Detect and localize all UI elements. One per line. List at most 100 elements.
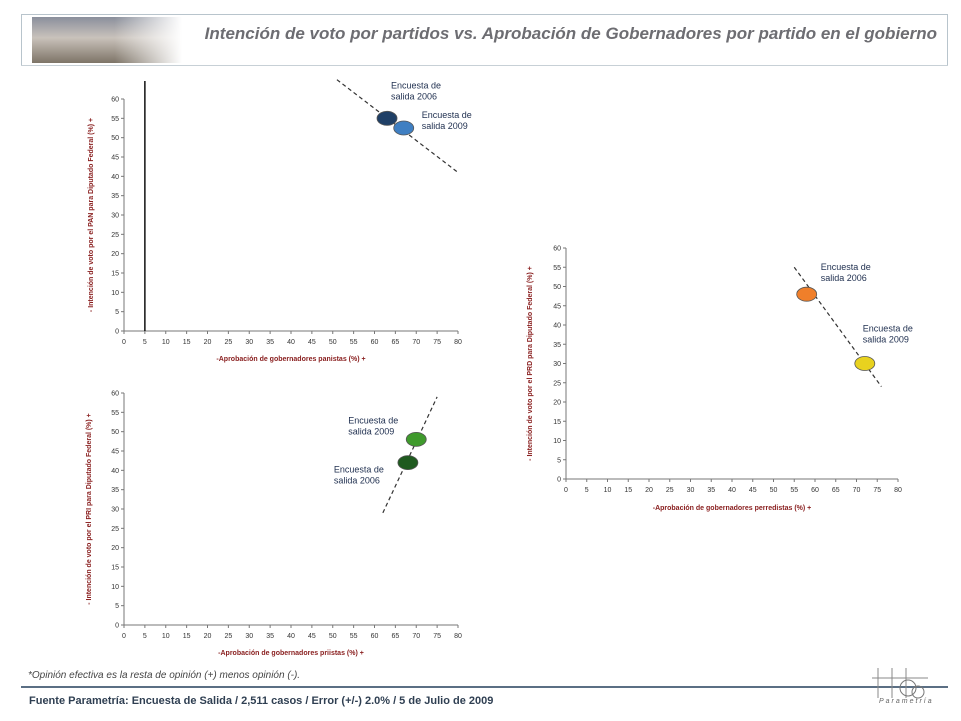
chart2-x-tick-label: 25 bbox=[224, 633, 232, 640]
chart2-x-tick-label: 55 bbox=[350, 633, 358, 640]
chart3-y-tick-label: 40 bbox=[553, 323, 561, 330]
chart2-x-tick-label: 10 bbox=[162, 633, 170, 640]
page-title: Intención de voto por partidos vs. Aprob… bbox=[204, 24, 937, 43]
header-banner: Intención de voto por partidos vs. Aprob… bbox=[21, 14, 948, 66]
chart3-y-tick-label: 30 bbox=[553, 361, 561, 368]
chart3-y-tick-label: 50 bbox=[553, 284, 561, 291]
chart3-x-tick-label: 30 bbox=[687, 487, 695, 494]
chart1-x-tick-label: 65 bbox=[391, 339, 399, 346]
chart2-x-tick-label: 20 bbox=[204, 633, 212, 640]
chart2-x-tick-label: 45 bbox=[308, 633, 316, 640]
chart3-x-tick-label: 5 bbox=[585, 487, 589, 494]
chart3-y-tick-label: 55 bbox=[553, 265, 561, 272]
chart1-x-tick-label: 55 bbox=[350, 339, 358, 346]
chart1-x-tick-label: 15 bbox=[183, 339, 191, 346]
chart3-x-tick-label: 10 bbox=[604, 487, 612, 494]
chart1-x-tick-label: 5 bbox=[143, 339, 147, 346]
chart2-x-tick-label: 60 bbox=[371, 633, 379, 640]
chart1-y-tick-label: 0 bbox=[115, 329, 119, 336]
chart3-x-tick-label: 20 bbox=[645, 487, 653, 494]
chart3-point-label-1-line2: salida 2006 bbox=[821, 273, 867, 283]
chart1-point-label-2-line1: Encuesta de bbox=[422, 110, 472, 120]
chart2-y-tick-label: 45 bbox=[111, 449, 119, 456]
chart1-point-1 bbox=[376, 110, 398, 126]
chart3-x-tick-label: 15 bbox=[624, 487, 632, 494]
chart2-x-tick-label: 5 bbox=[143, 633, 147, 640]
header-photo bbox=[32, 17, 182, 63]
chart3-x-tick-label: 60 bbox=[811, 487, 819, 494]
chart2-point-label-1-line2: salida 2009 bbox=[348, 426, 394, 436]
chart1-y-tick-label: 50 bbox=[111, 135, 119, 142]
chart2-y-tick-label: 35 bbox=[111, 487, 119, 494]
chart2-y-tick-label: 10 bbox=[111, 584, 119, 591]
chart3-x-tick-label: 35 bbox=[707, 487, 715, 494]
chart3-point-2 bbox=[854, 356, 876, 371]
chart1-x-tick-label: 10 bbox=[162, 339, 170, 346]
chart2-x-tick-label: 15 bbox=[183, 633, 191, 640]
chart3-y-tick-label: 35 bbox=[553, 342, 561, 349]
chart3-point-label-2-line2: salida 2009 bbox=[863, 335, 909, 345]
parametria-logo-icon bbox=[872, 668, 928, 699]
chart2-y-tick-label: 60 bbox=[111, 391, 119, 398]
chart3-y-tick-label: 20 bbox=[553, 400, 561, 407]
chart1-y-tick-label: 10 bbox=[111, 290, 119, 297]
chart1-y-tick-label: 60 bbox=[111, 97, 119, 104]
chart3-x-tick-label: 25 bbox=[666, 487, 674, 494]
chart2-x-tick-label: 75 bbox=[433, 633, 441, 640]
chart1-y-tick-label: 15 bbox=[111, 271, 119, 278]
chart2-y-tick-label: 40 bbox=[111, 468, 119, 475]
chart1-x-tick-label: 60 bbox=[371, 339, 379, 346]
chart3-y-tick-label: 5 bbox=[557, 457, 561, 464]
chart3-x-tick-label: 75 bbox=[873, 487, 881, 494]
chart1-y-tick-label: 40 bbox=[111, 174, 119, 181]
chart2-x-tick-label: 80 bbox=[454, 633, 462, 640]
chart1-x-tick-label: 30 bbox=[245, 339, 253, 346]
chart3-y-axis-label: - Intención de voto por el PRD para Dipu… bbox=[527, 266, 534, 461]
chart1-y-axis-label: - Intención de voto por el PAN para Dipu… bbox=[88, 118, 95, 312]
chart2-x-tick-label: 65 bbox=[391, 633, 399, 640]
chart2-point-label-2-line1: Encuesta de bbox=[334, 465, 384, 475]
chart2-x-tick-label: 50 bbox=[329, 633, 337, 640]
chart3-x-tick-label: 55 bbox=[790, 487, 798, 494]
chart3-x-tick-label: 50 bbox=[770, 487, 778, 494]
chart3-y-tick-label: 45 bbox=[553, 303, 561, 310]
chart1-x-tick-label: 0 bbox=[122, 339, 126, 346]
chart1-y-tick-label: 55 bbox=[111, 116, 119, 123]
chart1-y-tick-label: 25 bbox=[111, 232, 119, 239]
chart2-x-axis-label: -Aprobación de gobernadores priistas (%)… bbox=[218, 650, 364, 657]
chart2-y-tick-label: 55 bbox=[111, 410, 119, 417]
chart1-y-tick-label: 30 bbox=[111, 213, 119, 220]
chart3-x-tick-label: 0 bbox=[564, 487, 568, 494]
chart3-x-tick-label: 45 bbox=[749, 487, 757, 494]
chart1-point-label-2-line2: salida 2009 bbox=[422, 121, 468, 131]
chart2-y-tick-label: 15 bbox=[111, 565, 119, 572]
chart1-x-tick-label: 35 bbox=[266, 339, 274, 346]
chart2-y-tick-label: 25 bbox=[111, 526, 119, 533]
chart1-point-label-1-line1: Encuesta de bbox=[391, 80, 441, 90]
chart1-y-tick-label: 35 bbox=[111, 193, 119, 200]
chart1-x-tick-label: 20 bbox=[204, 339, 212, 346]
chart2-trend-line bbox=[382, 396, 438, 514]
chart1-x-tick-label: 50 bbox=[329, 339, 337, 346]
chart3-y-tick-label: 0 bbox=[557, 477, 561, 484]
chart2-y-tick-label: 0 bbox=[115, 623, 119, 630]
header-divider bbox=[21, 65, 948, 66]
chart3-x-tick-label: 65 bbox=[832, 487, 840, 494]
chart3-x-tick-label: 40 bbox=[728, 487, 736, 494]
source-bar: Fuente Parametría: Encuesta de Salida / … bbox=[21, 686, 948, 712]
chart3-y-tick-label: 10 bbox=[553, 438, 561, 445]
chart3-x-axis-label: -Aprobación de gobernadores perredistas … bbox=[653, 505, 812, 512]
chart1-y-tick-label: 45 bbox=[111, 155, 119, 162]
chart3-y-tick-label: 25 bbox=[553, 380, 561, 387]
logo-text: Parametría bbox=[879, 698, 934, 705]
chart2-y-tick-label: 5 bbox=[115, 603, 119, 610]
chart1-x-tick-label: 70 bbox=[412, 339, 420, 346]
chart2-y-tick-label: 20 bbox=[111, 545, 119, 552]
chart3-y-tick-label: 60 bbox=[553, 246, 561, 253]
chart1-x-tick-label: 45 bbox=[308, 339, 316, 346]
chart1-x-tick-label: 25 bbox=[224, 339, 232, 346]
chart2-point-1 bbox=[405, 431, 427, 447]
chart2-y-tick-label: 30 bbox=[111, 507, 119, 514]
